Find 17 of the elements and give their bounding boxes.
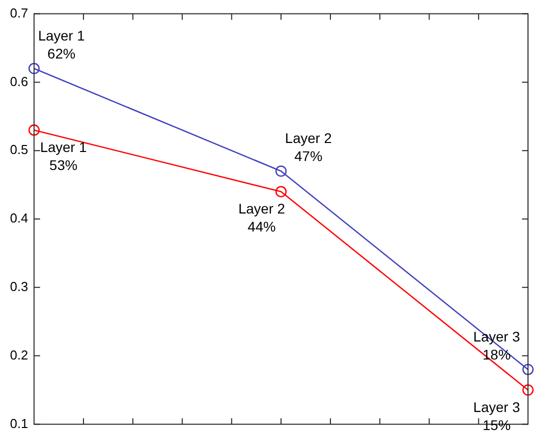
point xyxy=(275,165,287,177)
y-tick-label: 0.3 xyxy=(10,278,28,294)
point xyxy=(28,62,40,74)
y-tick-label: 0.2 xyxy=(10,347,28,362)
data-label: Layer 1 62% xyxy=(38,27,85,62)
y-tick-label: 0.1 xyxy=(10,416,28,431)
y-tick-label: 0.4 xyxy=(10,210,28,226)
y-tick-label: 0.6 xyxy=(10,74,28,89)
point xyxy=(275,186,287,198)
y-tick-label: 0.5 xyxy=(10,142,28,158)
data-label: Layer 2 44% xyxy=(238,200,286,234)
data-label: Layer 1 53% xyxy=(40,138,87,173)
point xyxy=(522,364,534,376)
y-tick-label: 0.7 xyxy=(10,5,28,20)
point xyxy=(522,384,534,396)
point xyxy=(28,124,40,136)
data-label: Layer 2 47% xyxy=(285,130,332,164)
